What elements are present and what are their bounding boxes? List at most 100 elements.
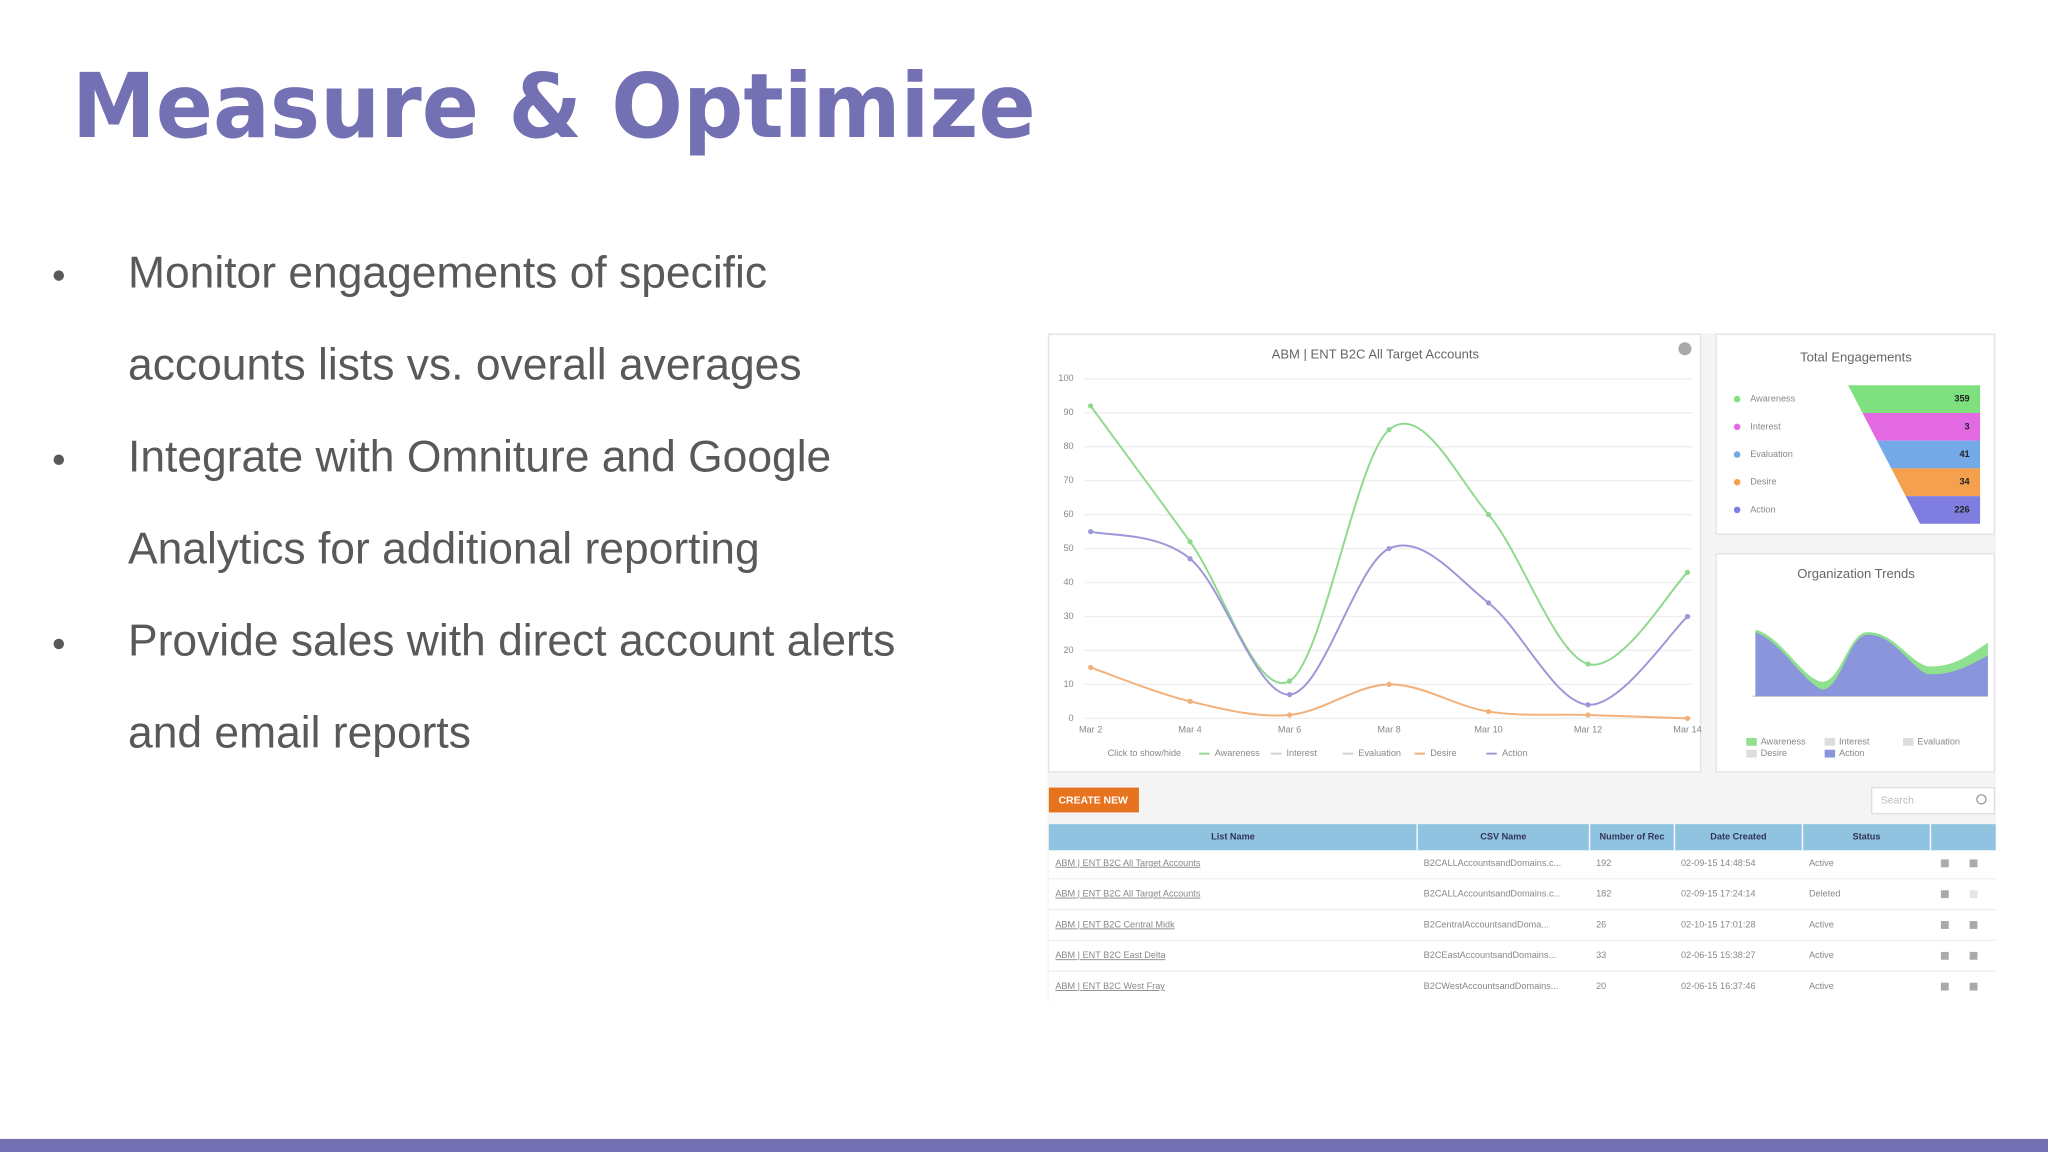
table-header-cell: Number of Rec	[1600, 832, 1665, 842]
trends-legend-label: Interest	[1839, 736, 1870, 746]
bullet-text: Monitor engagements of specific	[128, 248, 767, 297]
series-point	[1187, 539, 1193, 545]
series-point	[1088, 664, 1094, 671]
series-point	[1286, 691, 1293, 698]
bullet-text: Analytics for additional reporting	[128, 525, 760, 574]
bullet-list: Monitor engagements of specific accounts …	[53, 248, 895, 758]
x-tick-label: Mar 4	[1178, 725, 1201, 735]
bullet-dot	[53, 454, 64, 465]
y-tick-label: 0	[1069, 713, 1074, 723]
y-tick-label: 80	[1063, 441, 1073, 451]
edit-icon[interactable]	[1940, 982, 1949, 991]
delete-icon[interactable]	[1969, 951, 1978, 960]
create-button[interactable]	[1048, 787, 1139, 813]
legend-label: Desire	[1430, 748, 1456, 758]
legend-label: Action	[1502, 748, 1527, 758]
edit-icon[interactable]	[1940, 890, 1949, 899]
trends-legend-swatch	[1824, 737, 1836, 746]
x-tick-label: Mar 6	[1278, 725, 1301, 735]
y-tick-label: 40	[1063, 577, 1073, 587]
trends-legend-swatch	[1824, 749, 1836, 758]
search-placeholder: Search	[1881, 795, 1914, 806]
series-point	[1485, 512, 1492, 518]
x-tick-label: Mar 2	[1079, 725, 1102, 735]
x-tick-label: Mar 8	[1377, 725, 1400, 735]
delete-icon[interactable]	[1969, 890, 1978, 899]
search-icon	[1976, 794, 1987, 805]
trends-legend-label: Desire	[1761, 748, 1787, 758]
delete-icon[interactable]	[1969, 921, 1978, 929]
table-cell: 02-09-15 14:48:54	[1681, 858, 1756, 868]
x-tick-label: Mar 14	[1673, 725, 1701, 735]
series-point	[1684, 613, 1691, 620]
bullet-text: Provide sales with direct account alerts	[128, 617, 895, 666]
funnel-value: 359	[1954, 394, 1969, 404]
print-icon[interactable]	[1678, 342, 1692, 356]
funnel-legend-label: Awareness	[1750, 394, 1795, 404]
bullet-text: accounts lists vs. overall averages	[128, 340, 802, 389]
trends-title: Organization Trends	[1797, 566, 1915, 581]
funnel-band	[1862, 412, 1981, 441]
funnel-value: 34	[1959, 477, 1970, 487]
trends-chart	[1752, 629, 1988, 697]
search-box[interactable]	[1871, 786, 1996, 815]
table-cell: Active	[1809, 950, 1834, 960]
series-point	[1485, 600, 1492, 606]
table-cell: B2CentralAccountsandDoma...	[1424, 919, 1549, 929]
series-point	[1585, 661, 1591, 667]
funnel-band	[1891, 468, 1981, 497]
funnel-legend-label: Evaluation	[1750, 449, 1793, 459]
table-cell: 02-06-15 15:38:27	[1681, 950, 1756, 960]
y-tick-label: 50	[1063, 543, 1073, 553]
x-tick-label: Mar 12	[1574, 725, 1602, 735]
table-link[interactable]: ABM | ENT B2C All Target Accounts	[1055, 889, 1200, 899]
series-point	[1088, 528, 1094, 535]
create-button-label: CREATE NEW	[1059, 795, 1129, 806]
table-link[interactable]: ABM | ENT B2C Central Midk	[1055, 919, 1175, 929]
edit-icon[interactable]	[1940, 859, 1949, 868]
table-header	[1048, 824, 1996, 851]
table-header-cell: List Name	[1211, 832, 1255, 842]
bullet-dot	[53, 638, 64, 650]
funnel-legend-dot	[1733, 451, 1741, 458]
funnel-value: 226	[1954, 504, 1969, 514]
table-link[interactable]: ABM | ENT B2C East Delta	[1055, 950, 1166, 960]
series-point	[1286, 712, 1293, 718]
series-point	[1386, 681, 1392, 688]
delete-icon[interactable]	[1969, 982, 1978, 991]
table-cell: B2CWestAccountsandDomains...	[1424, 981, 1559, 991]
table-cell: 182	[1596, 889, 1611, 899]
bottom-bar	[0, 1138, 2048, 1152]
delete-icon[interactable]	[1969, 859, 1978, 868]
bullet-text: Integrate with Omniture and Google	[128, 432, 831, 481]
series-point	[1088, 403, 1094, 409]
table-link[interactable]: ABM | ENT B2C All Target Accounts	[1055, 858, 1200, 868]
funnel-value: 3	[1965, 421, 1970, 431]
legend-label: Evaluation	[1358, 748, 1401, 758]
bullet-dot	[53, 270, 64, 281]
funnel-legend-label: Action	[1750, 504, 1775, 514]
table-header-cell: Status	[1853, 832, 1881, 842]
series-point	[1485, 708, 1492, 715]
x-tick-label: Mar 10	[1474, 725, 1502, 735]
series-point	[1684, 569, 1691, 575]
y-tick-label: 100	[1058, 373, 1073, 383]
table-link[interactable]: ABM | ENT B2C West Fray	[1055, 981, 1165, 991]
series-point	[1585, 712, 1591, 718]
edit-icon[interactable]	[1940, 951, 1949, 960]
table-header-cell: CSV Name	[1480, 832, 1526, 842]
bullet-text: and email reports	[128, 709, 471, 758]
y-tick-label: 20	[1063, 645, 1073, 655]
series-point	[1187, 698, 1193, 704]
table-cell: 02-10-15 17:01:28	[1681, 919, 1756, 929]
table-cell: Deleted	[1809, 889, 1840, 899]
funnel-legend-dot	[1733, 478, 1741, 486]
funnel-legend-dot	[1733, 506, 1741, 514]
trends-legend-label: Awareness	[1761, 736, 1806, 746]
edit-icon[interactable]	[1940, 921, 1949, 929]
legend-label: Awareness	[1215, 748, 1260, 758]
funnel-legend-dot	[1733, 395, 1741, 403]
funnel-band	[1848, 385, 1981, 413]
table-header-cell: Date Created	[1710, 832, 1766, 842]
table-cell: 20	[1596, 981, 1606, 991]
